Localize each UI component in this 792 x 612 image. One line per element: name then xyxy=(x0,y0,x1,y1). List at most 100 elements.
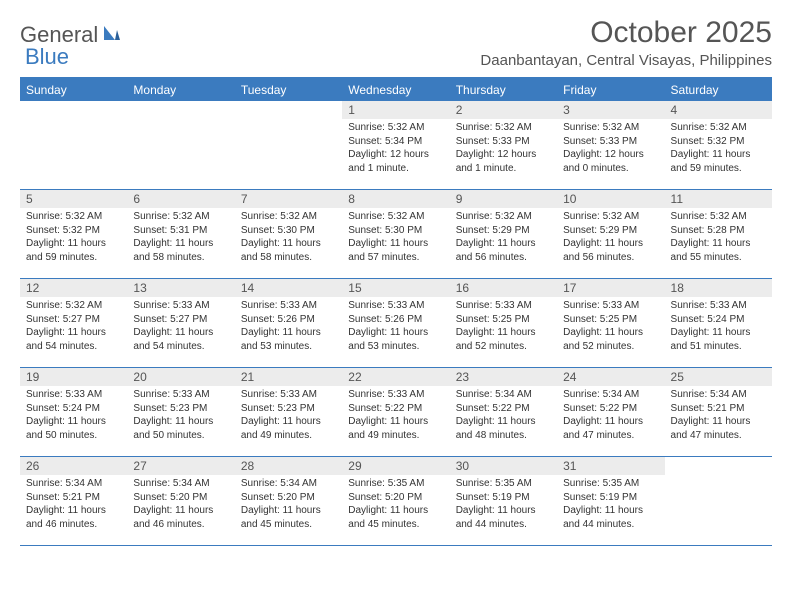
day-cell: 1Sunrise: 5:32 AMSunset: 5:34 PMDaylight… xyxy=(342,101,449,189)
day-number: 4 xyxy=(665,101,772,119)
day-content: Sunrise: 5:33 AMSunset: 5:24 PMDaylight:… xyxy=(665,297,772,357)
day-content: Sunrise: 5:32 AMSunset: 5:32 PMDaylight:… xyxy=(20,208,127,268)
day-content: Sunrise: 5:35 AMSunset: 5:20 PMDaylight:… xyxy=(342,475,449,535)
daylight-text: Daylight: 11 hours and 55 minutes. xyxy=(671,237,766,264)
sunrise-text: Sunrise: 5:32 AM xyxy=(456,121,551,135)
sunset-text: Sunset: 5:32 PM xyxy=(671,135,766,149)
page: General October 2025 Daanbantayan, Centr… xyxy=(0,0,792,562)
day-cell: 30Sunrise: 5:35 AMSunset: 5:19 PMDayligh… xyxy=(450,457,557,545)
sunrise-text: Sunrise: 5:33 AM xyxy=(241,299,336,313)
sunrise-text: Sunrise: 5:34 AM xyxy=(26,477,121,491)
day-number: 24 xyxy=(557,368,664,386)
sunrise-text: Sunrise: 5:32 AM xyxy=(563,121,658,135)
day-number: 31 xyxy=(557,457,664,475)
sunrise-text: Sunrise: 5:32 AM xyxy=(348,210,443,224)
day-cell: 24Sunrise: 5:34 AMSunset: 5:22 PMDayligh… xyxy=(557,368,664,456)
sunset-text: Sunset: 5:20 PM xyxy=(241,491,336,505)
day-content: Sunrise: 5:33 AMSunset: 5:25 PMDaylight:… xyxy=(557,297,664,357)
day-content: Sunrise: 5:34 AMSunset: 5:22 PMDaylight:… xyxy=(450,386,557,446)
daylight-text: Daylight: 11 hours and 45 minutes. xyxy=(241,504,336,531)
day-cell: 7Sunrise: 5:32 AMSunset: 5:30 PMDaylight… xyxy=(235,190,342,278)
sunrise-text: Sunrise: 5:32 AM xyxy=(241,210,336,224)
day-content: Sunrise: 5:32 AMSunset: 5:29 PMDaylight:… xyxy=(557,208,664,268)
week-row: 1Sunrise: 5:32 AMSunset: 5:34 PMDaylight… xyxy=(20,101,772,190)
sunrise-text: Sunrise: 5:33 AM xyxy=(456,299,551,313)
day-cell xyxy=(235,101,342,189)
day-cell: 21Sunrise: 5:33 AMSunset: 5:23 PMDayligh… xyxy=(235,368,342,456)
day-number xyxy=(20,101,127,105)
daylight-text: Daylight: 11 hours and 59 minutes. xyxy=(26,237,121,264)
sunset-text: Sunset: 5:31 PM xyxy=(133,224,228,238)
day-cell: 9Sunrise: 5:32 AMSunset: 5:29 PMDaylight… xyxy=(450,190,557,278)
daylight-text: Daylight: 11 hours and 51 minutes. xyxy=(671,326,766,353)
sunrise-text: Sunrise: 5:32 AM xyxy=(26,210,121,224)
location: Daanbantayan, Central Visayas, Philippin… xyxy=(480,52,772,69)
sunset-text: Sunset: 5:33 PM xyxy=(456,135,551,149)
day-cell: 23Sunrise: 5:34 AMSunset: 5:22 PMDayligh… xyxy=(450,368,557,456)
sunrise-text: Sunrise: 5:33 AM xyxy=(348,388,443,402)
day-number: 17 xyxy=(557,279,664,297)
day-number: 10 xyxy=(557,190,664,208)
day-content: Sunrise: 5:33 AMSunset: 5:22 PMDaylight:… xyxy=(342,386,449,446)
sunset-text: Sunset: 5:19 PM xyxy=(563,491,658,505)
logo-text-2: Blue xyxy=(25,44,69,69)
sunset-text: Sunset: 5:25 PM xyxy=(456,313,551,327)
day-number: 9 xyxy=(450,190,557,208)
day-content: Sunrise: 5:32 AMSunset: 5:27 PMDaylight:… xyxy=(20,297,127,357)
sunrise-text: Sunrise: 5:35 AM xyxy=(563,477,658,491)
dayhead-wed: Wednesday xyxy=(342,79,449,101)
day-number: 21 xyxy=(235,368,342,386)
day-number: 29 xyxy=(342,457,449,475)
sunset-text: Sunset: 5:21 PM xyxy=(671,402,766,416)
day-cell xyxy=(665,457,772,545)
daylight-text: Daylight: 11 hours and 46 minutes. xyxy=(26,504,121,531)
day-number: 14 xyxy=(235,279,342,297)
daylight-text: Daylight: 11 hours and 47 minutes. xyxy=(563,415,658,442)
day-number: 5 xyxy=(20,190,127,208)
day-number: 16 xyxy=(450,279,557,297)
sunrise-text: Sunrise: 5:32 AM xyxy=(671,210,766,224)
day-content: Sunrise: 5:32 AMSunset: 5:30 PMDaylight:… xyxy=(235,208,342,268)
day-number: 18 xyxy=(665,279,772,297)
sunrise-text: Sunrise: 5:35 AM xyxy=(456,477,551,491)
weeks-container: 1Sunrise: 5:32 AMSunset: 5:34 PMDaylight… xyxy=(20,101,772,546)
day-content: Sunrise: 5:32 AMSunset: 5:28 PMDaylight:… xyxy=(665,208,772,268)
day-cell: 10Sunrise: 5:32 AMSunset: 5:29 PMDayligh… xyxy=(557,190,664,278)
sunset-text: Sunset: 5:24 PM xyxy=(26,402,121,416)
day-header-row: Sunday Monday Tuesday Wednesday Thursday… xyxy=(20,79,772,101)
sunrise-text: Sunrise: 5:33 AM xyxy=(133,388,228,402)
daylight-text: Daylight: 11 hours and 49 minutes. xyxy=(241,415,336,442)
day-cell: 26 Sunrise: 5:34 AMSunset: 5:21 PMDayligh… xyxy=(20,457,127,545)
daylight-text: Daylight: 11 hours and 59 minutes. xyxy=(671,148,766,175)
day-content: Sunrise: 5:33 AMSunset: 5:27 PMDaylight:… xyxy=(127,297,234,357)
sunrise-text: Sunrise: 5:33 AM xyxy=(563,299,658,313)
day-cell: 17Sunrise: 5:33 AMSunset: 5:25 PMDayligh… xyxy=(557,279,664,367)
sunset-text: Sunset: 5:22 PM xyxy=(348,402,443,416)
day-content: Sunrise: 5:34 AMSunset: 5:20 PMDaylight:… xyxy=(235,475,342,535)
day-content: Sunrise: 5:32 AMSunset: 5:34 PMDaylight:… xyxy=(342,119,449,179)
day-number: 12 xyxy=(20,279,127,297)
day-content: Sunrise: 5:34 AMSunset: 5:22 PMDaylight:… xyxy=(557,386,664,446)
sunrise-text: Sunrise: 5:34 AM xyxy=(671,388,766,402)
sunset-text: Sunset: 5:23 PM xyxy=(241,402,336,416)
daylight-text: Daylight: 11 hours and 44 minutes. xyxy=(456,504,551,531)
title-block: October 2025 Daanbantayan, Central Visay… xyxy=(480,16,772,69)
daylight-text: Daylight: 11 hours and 52 minutes. xyxy=(456,326,551,353)
week-row: 26Sunrise: 5:34 AMSunset: 5:21 PMDayligh… xyxy=(20,457,772,546)
day-cell: 13Sunrise: 5:33 AMSunset: 5:27 PMDayligh… xyxy=(127,279,234,367)
sunset-text: Sunset: 5:25 PM xyxy=(563,313,658,327)
dayhead-sat: Saturday xyxy=(665,79,772,101)
day-number: 2 xyxy=(450,101,557,119)
day-number: 26 xyxy=(20,457,127,475)
day-cell: 3Sunrise: 5:32 AMSunset: 5:33 PMDaylight… xyxy=(557,101,664,189)
daylight-text: Daylight: 11 hours and 46 minutes. xyxy=(133,504,228,531)
day-content: Sunrise: 5:33 AMSunset: 5:26 PMDaylight:… xyxy=(342,297,449,357)
sunset-text: Sunset: 5:21 PM xyxy=(26,491,121,505)
sunrise-text: Sunrise: 5:33 AM xyxy=(348,299,443,313)
daylight-text: Daylight: 11 hours and 54 minutes. xyxy=(26,326,121,353)
day-cell: 11Sunrise: 5:32 AMSunset: 5:28 PMDayligh… xyxy=(665,190,772,278)
daylight-text: Daylight: 11 hours and 57 minutes. xyxy=(348,237,443,264)
dayhead-fri: Friday xyxy=(557,79,664,101)
daylight-text: Daylight: 11 hours and 53 minutes. xyxy=(241,326,336,353)
day-number xyxy=(235,101,342,105)
